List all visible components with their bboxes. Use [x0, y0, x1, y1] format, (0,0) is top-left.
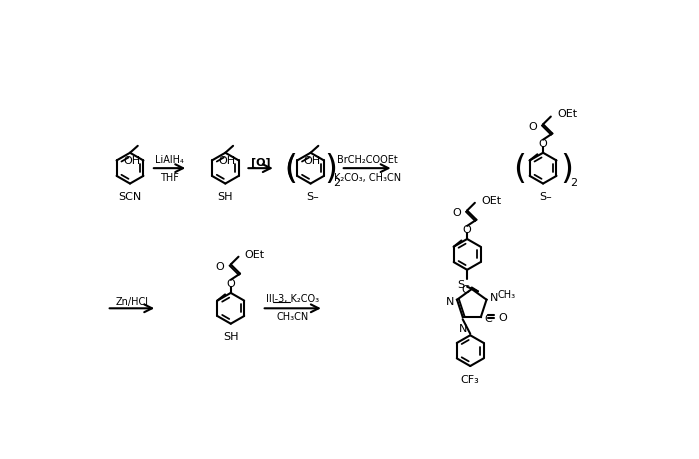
Text: (: (	[513, 152, 526, 185]
Text: S–: S–	[539, 192, 552, 202]
Text: O: O	[216, 261, 224, 271]
Text: SH: SH	[217, 192, 233, 202]
Text: C: C	[485, 314, 493, 324]
Text: OH: OH	[123, 155, 140, 165]
Text: BrCH₂COOEt: BrCH₂COOEt	[337, 155, 398, 165]
Text: SH: SH	[223, 332, 238, 341]
Text: CH₃CN: CH₃CN	[277, 311, 309, 321]
Text: SCN: SCN	[118, 192, 142, 202]
Text: O: O	[226, 278, 235, 288]
Text: O: O	[452, 207, 461, 218]
Text: C: C	[462, 285, 470, 294]
Text: N: N	[459, 323, 467, 333]
Text: CF₃: CF₃	[461, 374, 480, 384]
Text: CH₃: CH₃	[498, 289, 515, 299]
Text: ): )	[560, 152, 572, 185]
Text: N: N	[445, 297, 454, 307]
Text: O: O	[498, 312, 507, 322]
Text: O: O	[528, 122, 537, 132]
Text: N: N	[489, 293, 498, 303]
Text: THF: THF	[160, 173, 179, 183]
Text: 2: 2	[333, 178, 340, 188]
Text: (: (	[284, 152, 297, 185]
Text: 2: 2	[570, 178, 577, 188]
Text: LiAlH₄: LiAlH₄	[155, 155, 184, 165]
Text: OH: OH	[304, 155, 321, 165]
Text: O: O	[463, 224, 472, 235]
Text: OEt: OEt	[557, 109, 577, 119]
Text: OH: OH	[219, 155, 236, 165]
Text: OEt: OEt	[481, 195, 501, 205]
Text: (: (	[284, 154, 296, 183]
Text: OEt: OEt	[245, 249, 265, 259]
Text: ): )	[324, 152, 337, 185]
Text: III-3, K₂CO₃: III-3, K₂CO₃	[266, 293, 319, 303]
Text: Zn/HCl: Zn/HCl	[115, 296, 148, 306]
Text: S–: S–	[307, 192, 319, 202]
Text: [O]: [O]	[251, 157, 271, 168]
Text: S: S	[457, 279, 465, 289]
Text: K₂CO₃, CH₃CN: K₂CO₃, CH₃CN	[333, 173, 401, 183]
Text: O: O	[539, 139, 547, 148]
